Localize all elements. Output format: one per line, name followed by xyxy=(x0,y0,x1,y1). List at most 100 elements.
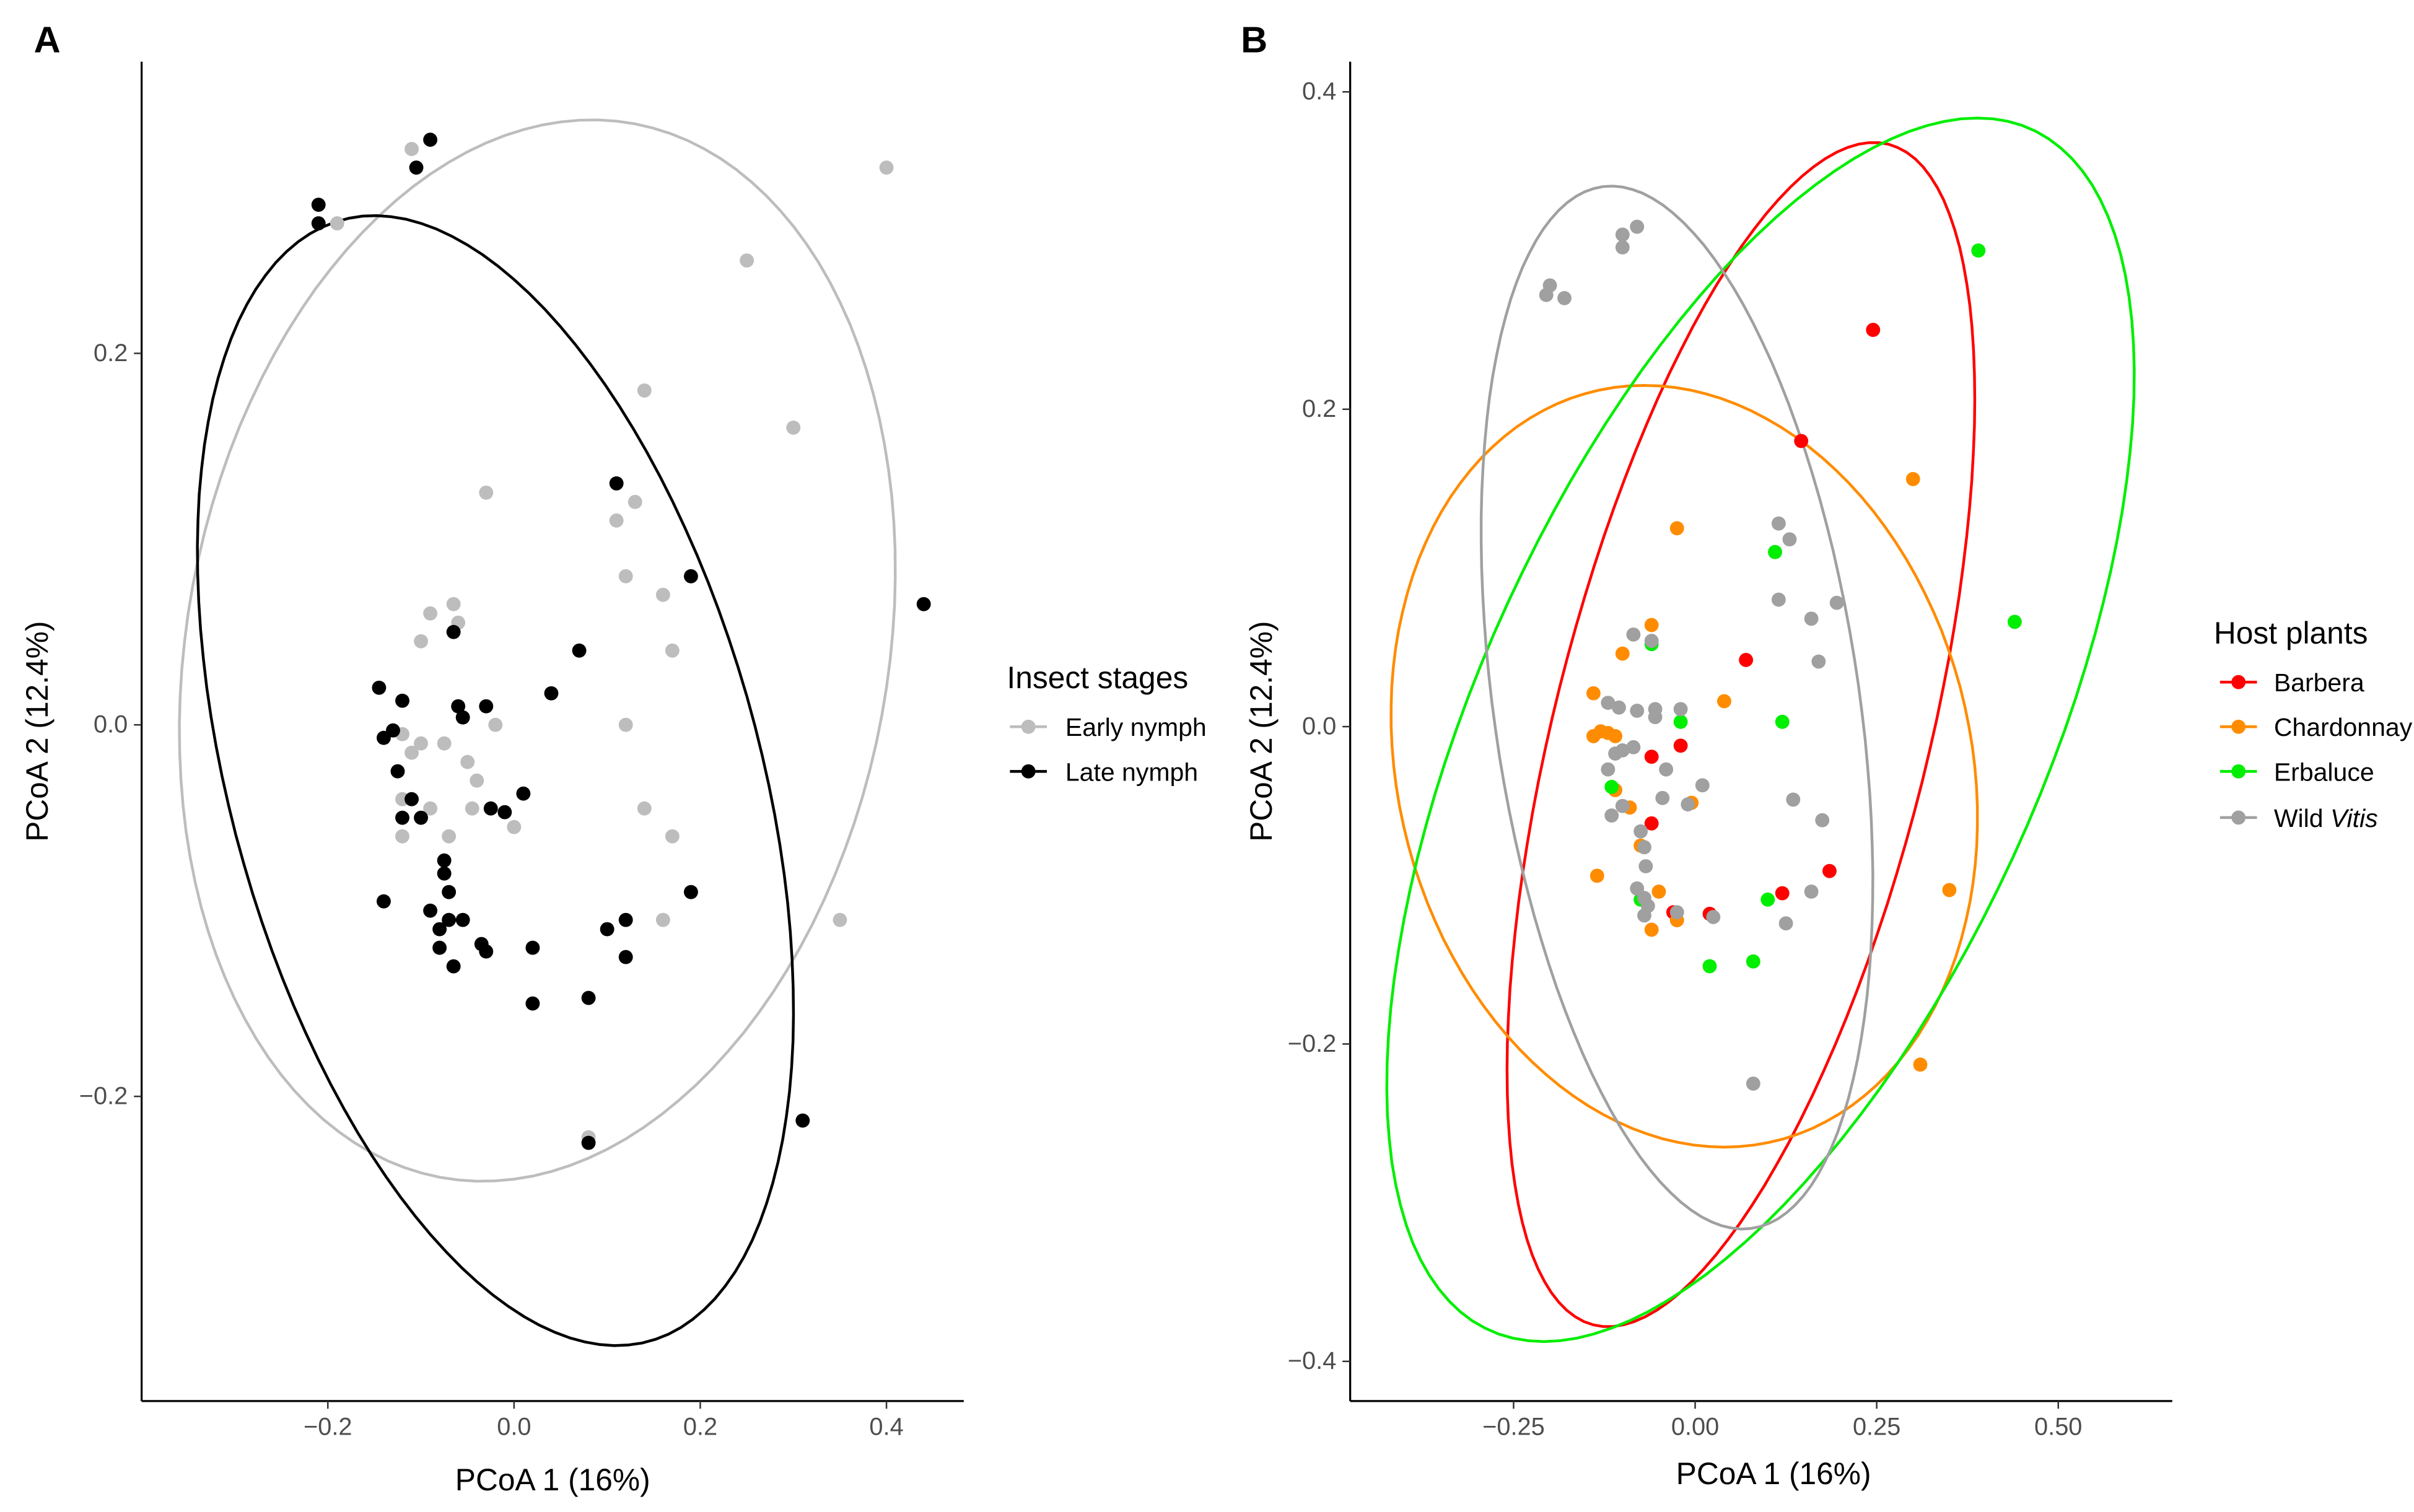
panel-a: A PCoA 1 (16%) PCoA 2 (12.4%) Insect sta… xyxy=(20,19,1207,1497)
x-tick-label: 0.00 xyxy=(1671,1414,1719,1441)
point-early-nymph xyxy=(488,717,503,732)
point-chardonnay xyxy=(1615,646,1630,661)
x-tick-label: 0.50 xyxy=(2034,1414,2082,1441)
point-early-nymph xyxy=(423,801,438,816)
point-early-nymph xyxy=(609,513,624,528)
y-tick-label: −0.2 xyxy=(1288,1030,1336,1057)
point-early-nymph xyxy=(442,829,457,844)
point-early-nymph xyxy=(405,142,419,156)
point-early-nymph xyxy=(507,819,522,834)
point-late-nymph xyxy=(423,133,438,147)
point-late-nymph xyxy=(609,476,624,491)
point-late-nymph xyxy=(618,950,633,964)
point-late-nymph xyxy=(483,801,498,816)
point-late-nymph xyxy=(581,990,596,1005)
point-chardonnay xyxy=(1644,922,1659,937)
point-wild-vitis xyxy=(1659,762,1674,777)
point-late-nymph xyxy=(451,699,466,714)
point-barbera xyxy=(1822,863,1837,878)
point-late-nymph xyxy=(437,866,452,881)
point-early-nymph xyxy=(446,596,461,611)
point-wild-vitis xyxy=(1604,808,1619,823)
point-late-nymph xyxy=(390,764,405,779)
legend-label-early-nymph: Early nymph xyxy=(1065,713,1207,741)
point-wild-vitis xyxy=(1611,700,1626,715)
y-tick-label: 0.2 xyxy=(94,339,128,367)
point-late-nymph xyxy=(414,810,428,825)
legend-label-wild: Wild xyxy=(2274,804,2330,832)
point-wild-vitis xyxy=(1804,885,1819,899)
point-chardonnay xyxy=(1913,1057,1928,1072)
point-wild-vitis xyxy=(1615,798,1630,813)
point-late-nymph xyxy=(581,1135,596,1150)
point-wild-vitis xyxy=(1557,291,1572,305)
point-wild-vitis xyxy=(1804,611,1819,626)
y-tick-label: −0.2 xyxy=(79,1082,128,1109)
point-wild-vitis xyxy=(1811,654,1826,669)
y-axis-title-b: PCoA 2 (12.4%) xyxy=(1244,621,1279,842)
point-erbaluce xyxy=(1760,892,1775,907)
point-wild-vitis xyxy=(1633,824,1648,839)
point-early-nymph xyxy=(330,216,344,230)
point-late-nymph xyxy=(455,912,470,927)
point-erbaluce xyxy=(1702,959,1717,974)
point-wild-vitis xyxy=(1669,905,1684,920)
point-late-nymph xyxy=(437,853,452,868)
legend-label-vitis: Vitis xyxy=(2330,804,2378,832)
x-tick-label: 0.2 xyxy=(683,1414,717,1441)
point-erbaluce xyxy=(1746,954,1760,969)
x-axis-title-a: PCoA 1 (16%) xyxy=(455,1462,650,1497)
point-early-nymph xyxy=(628,494,642,509)
point-late-nymph xyxy=(395,810,409,825)
point-early-nymph xyxy=(618,569,633,583)
point-chardonnay xyxy=(1586,728,1601,743)
point-chardonnay xyxy=(1644,618,1659,632)
point-barbera xyxy=(1644,749,1659,764)
y-tick-label: 0.0 xyxy=(94,711,128,738)
point-wild-vitis xyxy=(1655,790,1670,805)
x-tick-label: 0.0 xyxy=(497,1414,531,1441)
point-early-nymph xyxy=(637,383,652,398)
legend-label-late-nymph: Late nymph xyxy=(1065,758,1198,786)
point-wild-vitis xyxy=(1637,908,1651,923)
point-early-nymph xyxy=(655,912,670,927)
point-early-nymph xyxy=(395,829,409,844)
point-late-nymph xyxy=(572,643,587,658)
legend-key-dot-chardonnay xyxy=(2231,719,2246,734)
point-chardonnay xyxy=(1669,521,1684,536)
point-wild-vitis xyxy=(1626,740,1641,754)
x-axis-title-b: PCoA 1 (16%) xyxy=(1676,1456,1871,1491)
y-axis-title-a: PCoA 2 (12.4%) xyxy=(20,621,55,842)
point-late-nymph xyxy=(432,922,447,937)
point-barbera xyxy=(1794,434,1809,448)
point-wild-vitis xyxy=(1637,840,1651,855)
panel-label-a: A xyxy=(34,19,61,61)
point-late-nymph xyxy=(479,699,494,714)
point-late-nymph xyxy=(684,885,698,899)
legend-label-barbera: Barbera xyxy=(2274,668,2364,697)
point-wild-vitis xyxy=(1681,797,1695,812)
point-wild-vitis xyxy=(1601,696,1616,710)
point-early-nymph xyxy=(655,587,670,602)
legend-key-dot-wild-vitis xyxy=(2231,810,2246,825)
point-barbera xyxy=(1673,738,1688,753)
point-wild-vitis xyxy=(1771,592,1786,607)
point-chardonnay xyxy=(1608,728,1622,743)
legend-key-dot-erbaluce xyxy=(2231,764,2246,779)
point-early-nymph xyxy=(465,801,479,816)
point-wild-vitis xyxy=(1771,516,1786,531)
point-late-nymph xyxy=(311,198,326,212)
point-late-nymph xyxy=(442,885,457,899)
point-wild-vitis xyxy=(1673,702,1688,717)
legend-label-chardonnay: Chardonnay xyxy=(2274,713,2413,741)
point-erbaluce xyxy=(1775,714,1790,729)
point-early-nymph xyxy=(437,736,452,751)
point-late-nymph xyxy=(442,912,457,927)
y-tick-label: 0.2 xyxy=(1302,395,1336,422)
y-tick-label: −0.4 xyxy=(1288,1347,1336,1374)
legend-title-a: Insect stages xyxy=(1007,660,1188,695)
point-wild-vitis xyxy=(1815,813,1830,828)
point-late-nymph xyxy=(684,569,698,583)
point-wild-vitis xyxy=(1829,595,1844,610)
